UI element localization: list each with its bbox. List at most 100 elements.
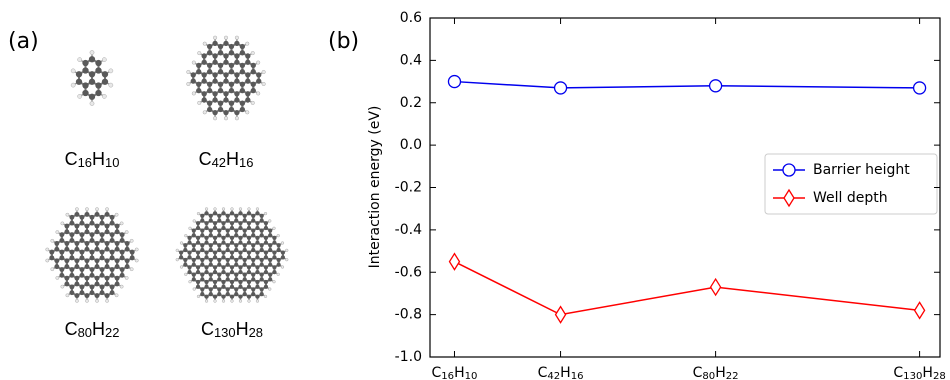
carbon-atom [230, 211, 234, 215]
carbon-atom [230, 241, 234, 245]
carbon-atom [64, 264, 69, 269]
molecule [71, 50, 113, 105]
carbon-atom [183, 258, 187, 262]
carbon-atom [115, 264, 120, 269]
carbon-atom [74, 258, 79, 263]
hydrogen-atom [251, 101, 255, 105]
carbon-atom [264, 221, 268, 225]
carbon-atom [234, 91, 239, 96]
carbon-atom [102, 71, 108, 77]
carbon-atom [69, 232, 74, 237]
carbon-atom [234, 79, 239, 84]
hydrogen-atom [180, 266, 183, 269]
carbon-atom [240, 63, 245, 68]
hydrogen-atom [246, 111, 250, 115]
carbon-atom [226, 233, 230, 237]
carbon-atom [251, 273, 255, 277]
hydrogen-atom [95, 208, 98, 211]
carbon-atom [115, 224, 120, 229]
carbon-atom [212, 79, 217, 84]
y-tick-label: -0.4 [395, 222, 422, 238]
carbon-atom [207, 63, 212, 68]
carbon-atom [82, 67, 88, 73]
carbon-atom [245, 97, 250, 102]
hydrogen-atom [75, 208, 78, 211]
hydrogen-atom [61, 222, 64, 225]
carbon-atom [85, 241, 90, 246]
carbon-atom [217, 277, 221, 281]
carbon-atom [74, 264, 79, 269]
carbon-atom [82, 90, 88, 96]
carbon-atom [226, 228, 230, 232]
carbon-atom [234, 228, 238, 232]
hydrogen-atom [135, 259, 138, 262]
carbon-atom [196, 285, 200, 289]
carbon-atom [74, 229, 79, 234]
carbon-atom [264, 250, 268, 254]
carbon-atom [209, 258, 213, 262]
carbon-atom [234, 243, 238, 247]
marker [711, 279, 721, 295]
carbon-atom [54, 247, 59, 252]
carbon-atom [217, 214, 221, 218]
carbon-atom [196, 69, 201, 74]
hydrogen-atom [205, 300, 208, 303]
carbon-atom [221, 285, 225, 289]
hydrogen-atom [184, 234, 187, 237]
carbon-atom [226, 263, 230, 267]
carbon-atom [251, 233, 255, 237]
carbon-atom [89, 56, 95, 62]
carbon-atom [200, 228, 204, 232]
carbon-atom [85, 258, 90, 263]
carbon-atom [217, 233, 221, 237]
carbon-atom [218, 88, 223, 93]
hydrogen-atom [66, 213, 69, 216]
carbon-atom [238, 265, 242, 269]
hydrogen-atom [248, 208, 251, 211]
carbon-atom [268, 263, 272, 267]
hydrogen-atom [222, 300, 225, 303]
carbon-atom [200, 263, 204, 267]
carbon-atom [247, 250, 251, 254]
hydrogen-atom [192, 92, 196, 96]
carbon-atom [204, 226, 208, 230]
carbon-atom [196, 265, 200, 269]
panel-label: (b) [328, 29, 359, 54]
hydrogen-atom [197, 212, 200, 215]
carbon-atom [217, 292, 221, 296]
hydrogen-atom [176, 249, 179, 252]
carbon-atom [196, 270, 200, 274]
carbon-atom [59, 273, 64, 278]
marker [449, 254, 459, 270]
carbon-atom [234, 97, 239, 102]
carbon-atom [80, 215, 85, 220]
y-tick-label: -0.2 [395, 180, 422, 196]
carbon-atom [76, 71, 82, 77]
carbon-atom [202, 72, 207, 77]
carbon-atom [105, 229, 110, 234]
carbon-atom [255, 285, 259, 289]
carbon-atom [59, 267, 64, 272]
carbon-atom [49, 250, 54, 255]
carbon-atom [255, 255, 259, 259]
carbon-atom [264, 265, 268, 269]
carbon-atom [69, 215, 74, 220]
carbon-atom [217, 273, 221, 277]
carbon-atom [243, 248, 247, 252]
carbon-atom [200, 258, 204, 262]
hydrogen-atom [56, 230, 59, 233]
carbon-atom [196, 241, 200, 245]
carbon-atom [221, 226, 225, 230]
x-tick-label: C42H16 [538, 365, 584, 380]
carbon-atom [255, 270, 259, 274]
carbon-atom [207, 101, 212, 106]
hydrogen-atom [277, 273, 280, 276]
carbon-atom [90, 232, 95, 237]
hydrogen-atom [262, 82, 266, 86]
carbon-atom [251, 63, 256, 68]
carbon-atom [223, 72, 228, 77]
carbon-atom [226, 214, 230, 218]
carbon-atom [247, 211, 251, 215]
carbon-atom [188, 241, 192, 245]
carbon-atom [200, 219, 204, 223]
